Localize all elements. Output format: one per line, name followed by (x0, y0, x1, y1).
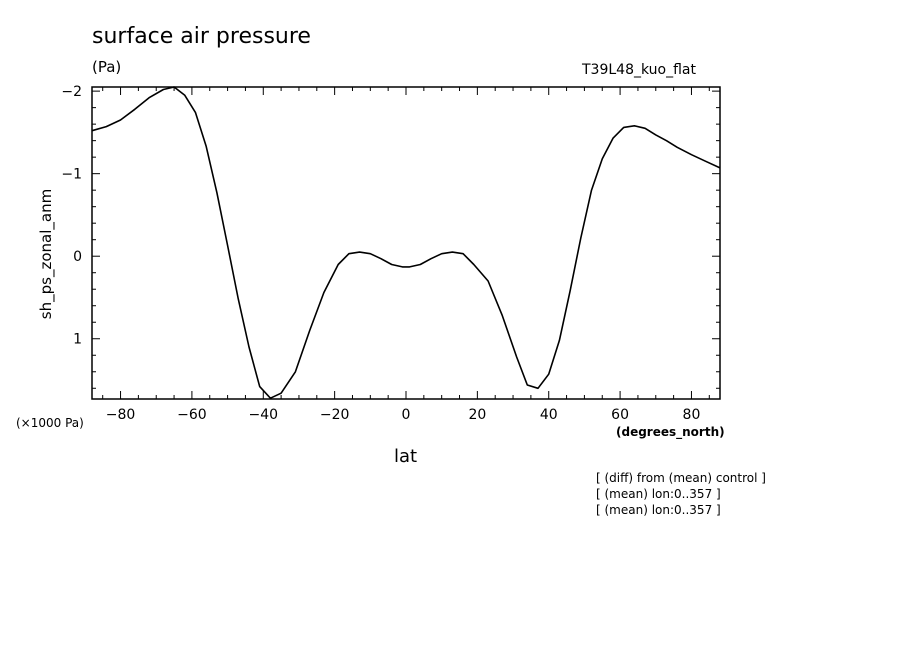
x-tick-label: 0 (402, 407, 411, 423)
y-scale-note: (×1000 Pa) (16, 416, 84, 430)
plot-frame (91, 86, 721, 400)
chart-units: (Pa) (92, 58, 122, 76)
run-label: T39L48_kuo_flat (582, 62, 696, 78)
annotation-line: [ (mean) lon:0..357 ] (596, 487, 721, 501)
x-tick-label: −60 (177, 407, 207, 423)
x-axis-units: (degrees_north) (616, 425, 725, 439)
series-line (91, 86, 721, 400)
x-tick-label: 60 (611, 407, 629, 423)
y-tick-label: −2 (61, 84, 82, 100)
x-tick-label: 40 (540, 407, 558, 423)
x-tick-label: −40 (248, 407, 278, 423)
x-tick-label: 80 (683, 407, 701, 423)
y-tick-label: −1 (61, 167, 82, 183)
annotation-line: [ (diff) from (mean) control ] (596, 471, 766, 485)
x-tick-label: 20 (468, 407, 486, 423)
y-tick-label: 1 (73, 332, 82, 348)
x-tick-label: −80 (106, 407, 136, 423)
y-tick-label: 0 (73, 249, 82, 265)
x-tick-label: −20 (320, 407, 350, 423)
chart-title: surface air pressure (92, 24, 311, 49)
annotation-line: [ (mean) lon:0..357 ] (596, 503, 721, 517)
x-axis-label: lat (394, 446, 418, 467)
